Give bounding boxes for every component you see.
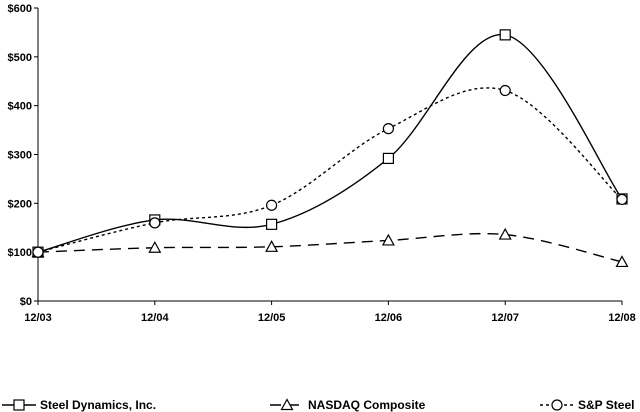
data-point-s-p-steel — [382, 123, 394, 135]
data-point-s-p-steel — [149, 217, 161, 229]
series-lines — [37, 34, 623, 263]
y-tick-labels: $0 $100 $200 $300 $400 $500 $600 — [8, 3, 32, 308]
legend: Steel Dynamics, Inc. NASDAQ Composite S&P … — [2, 398, 634, 412]
legend-marker-nasdaq-composite — [280, 398, 294, 411]
data-point-s-p-steel — [499, 84, 511, 97]
x-tick-labels: 12/03 12/04 12/05 12/06 12/07 12/08 — [24, 312, 636, 324]
x-tick-label: 12/07 — [491, 312, 519, 324]
x-tick-label: 12/03 — [24, 312, 52, 324]
data-point-nasdaq-composite — [381, 233, 395, 246]
data-point-s-p-steel — [266, 199, 278, 211]
data-point-steel-dynamics-inc — [266, 218, 278, 230]
data-point-steel-dynamics-inc — [499, 29, 511, 41]
y-tick-label: $300 — [8, 150, 32, 162]
data-point-s-p-steel — [616, 193, 628, 206]
data-point-steel-dynamics-inc — [382, 152, 394, 165]
y-tick-label: $200 — [8, 198, 32, 210]
y-tick-label: $0 — [20, 296, 32, 308]
data-point-nasdaq-composite — [498, 227, 512, 240]
x-tick-label: 12/04 — [141, 312, 169, 324]
y-tick-label: $600 — [8, 3, 32, 15]
legend-label-steel-dynamics-inc: Steel Dynamics, Inc. — [40, 398, 156, 412]
data-point-nasdaq-composite — [148, 241, 162, 253]
data-point-nasdaq-composite — [615, 255, 629, 268]
y-tick-label: $500 — [8, 52, 32, 64]
legend-marker-s-p-steel — [551, 399, 563, 411]
y-tick-label: $400 — [8, 101, 32, 113]
series-markers — [31, 29, 629, 268]
series-line-s-p-steel — [37, 87, 623, 253]
legend-label-s-p-steel: S&P Steel — [578, 398, 634, 412]
legend-marker-steel-dynamics-inc — [13, 399, 25, 411]
axes — [34, 7, 623, 305]
series-line-nasdaq-composite — [37, 232, 623, 263]
legend-label-nasdaq-composite: NASDAQ Composite — [308, 398, 426, 412]
data-point-s-p-steel — [32, 246, 44, 258]
x-tick-label: 12/06 — [375, 312, 403, 324]
x-tick-label: 12/08 — [608, 312, 636, 324]
data-point-nasdaq-composite — [265, 240, 279, 252]
x-tick-label: 12/05 — [258, 312, 286, 324]
series-line-steel-dynamics-inc — [37, 34, 623, 253]
y-tick-label: $100 — [8, 247, 32, 259]
